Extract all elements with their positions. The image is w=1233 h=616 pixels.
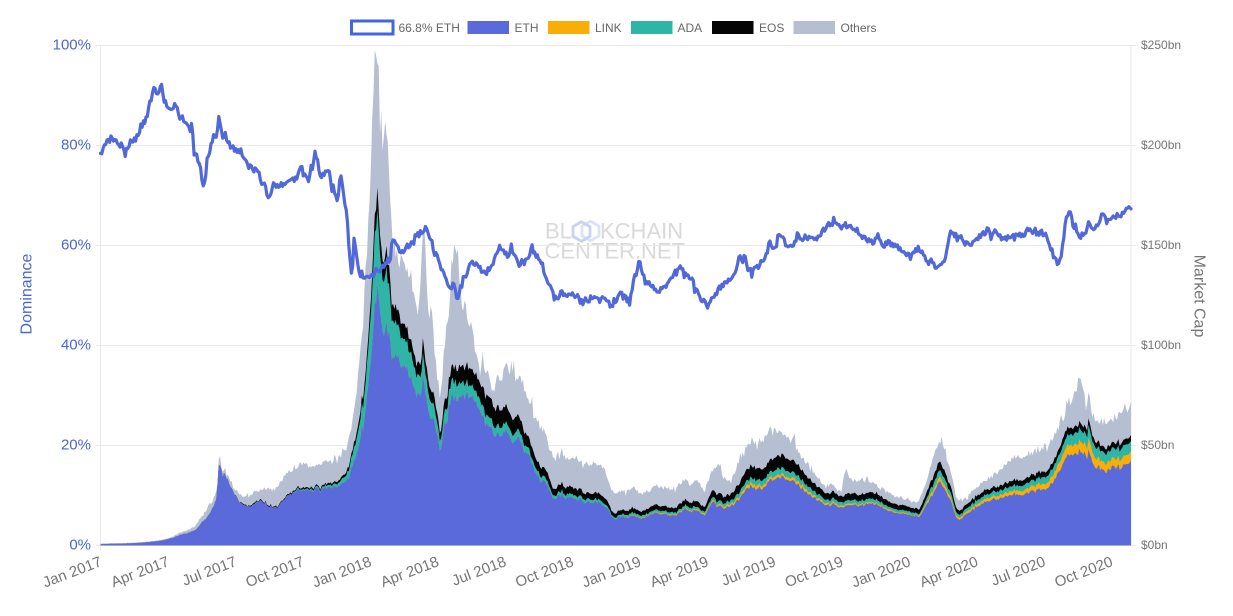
svg-text:100%: 100% bbox=[53, 36, 91, 53]
svg-text:$100bn: $100bn bbox=[1141, 338, 1181, 352]
svg-text:0%: 0% bbox=[69, 536, 91, 553]
svg-text:Others: Others bbox=[841, 21, 877, 35]
svg-text:KCHAIN: KCHAIN bbox=[600, 219, 683, 244]
svg-text:66.8% ETH: 66.8% ETH bbox=[399, 21, 460, 35]
svg-text:ETH: ETH bbox=[515, 21, 539, 35]
svg-text:ADA: ADA bbox=[678, 21, 703, 35]
svg-text:Market Cap: Market Cap bbox=[1191, 255, 1208, 338]
svg-text:$250bn: $250bn bbox=[1141, 38, 1181, 52]
svg-text:$50bn: $50bn bbox=[1141, 438, 1174, 452]
svg-text:20%: 20% bbox=[61, 436, 91, 453]
svg-text:$150bn: $150bn bbox=[1141, 238, 1181, 252]
svg-text:$0bn: $0bn bbox=[1141, 538, 1168, 552]
svg-text:LINK: LINK bbox=[595, 21, 622, 35]
svg-text:BL: BL bbox=[545, 219, 572, 244]
svg-text:40%: 40% bbox=[61, 336, 91, 353]
svg-text:$200bn: $200bn bbox=[1141, 138, 1181, 152]
svg-text:80%: 80% bbox=[61, 136, 91, 153]
svg-text:Dominance: Dominance bbox=[19, 253, 36, 334]
svg-text:60%: 60% bbox=[61, 236, 91, 253]
svg-text:EOS: EOS bbox=[759, 21, 784, 35]
svg-text:CENTER.NET: CENTER.NET bbox=[545, 239, 686, 264]
